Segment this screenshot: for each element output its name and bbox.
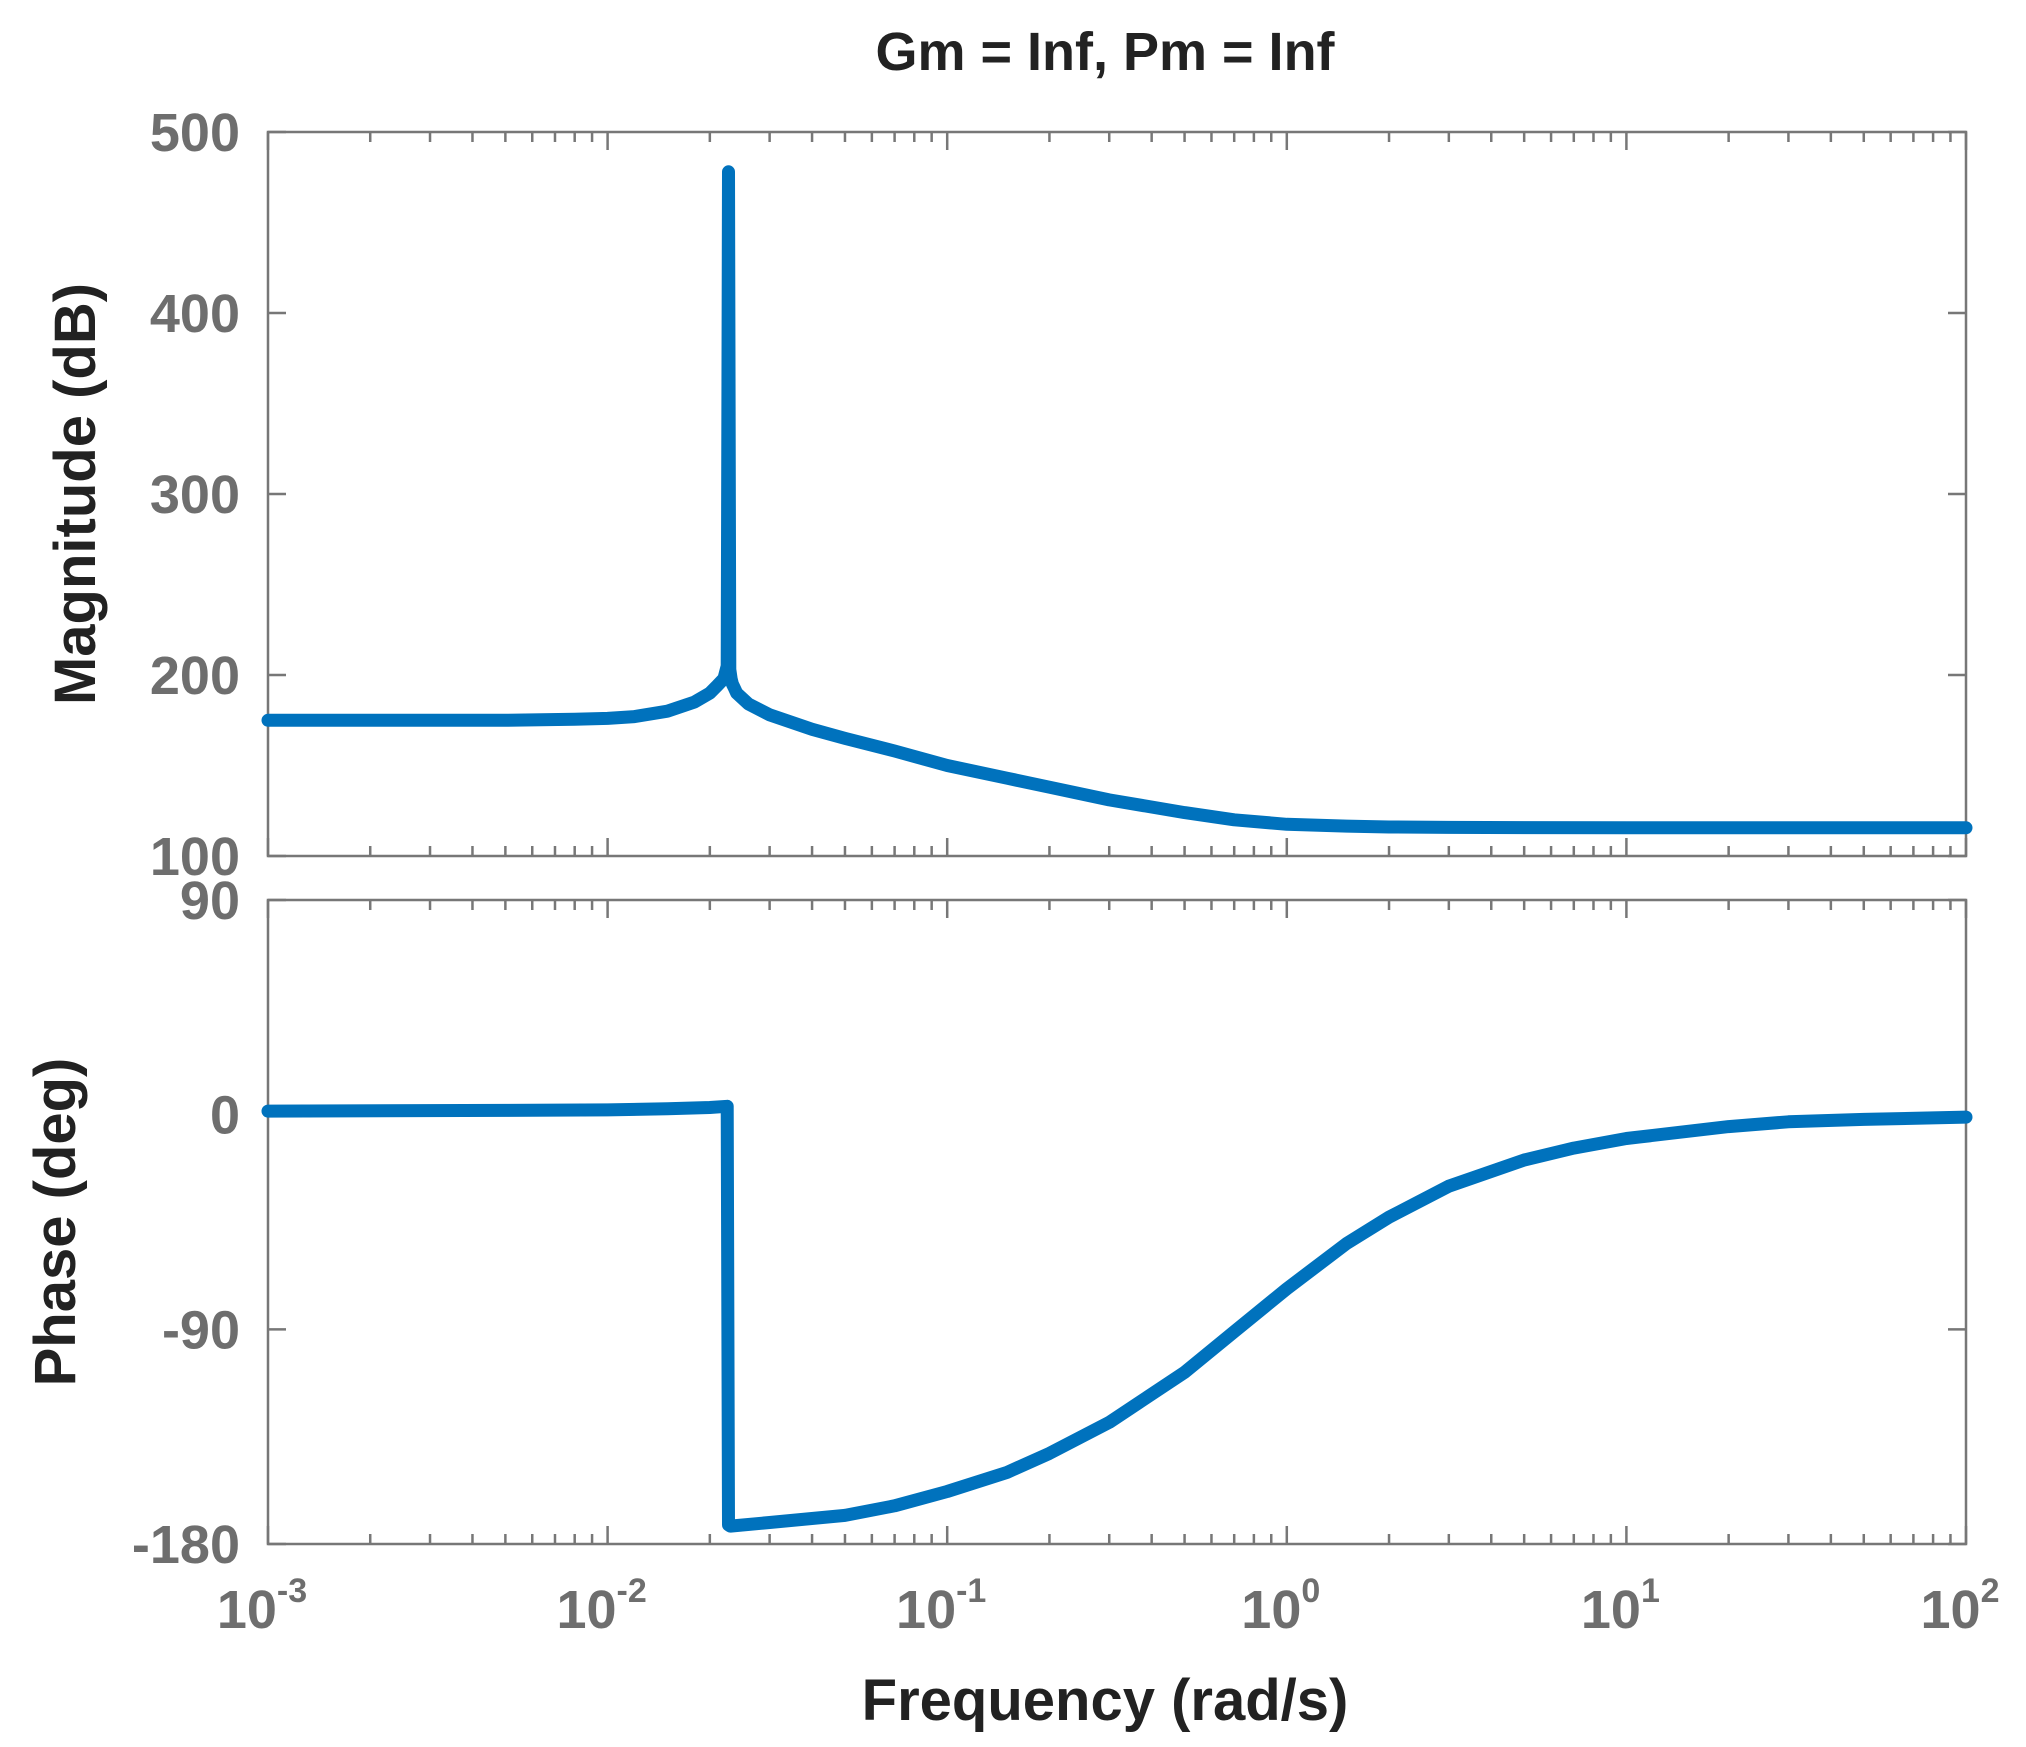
magnitude-y-tick-label: 300 <box>150 465 240 525</box>
x-tick-exponent: 1 <box>1641 1572 1660 1610</box>
phase-ticks <box>266 898 1968 1546</box>
x-tick-exponent: -3 <box>277 1572 307 1610</box>
magnitude-y-tick-label: 500 <box>150 103 240 163</box>
magnitude-y-tick-label: 100 <box>150 827 240 887</box>
x-tick-label: 100 <box>1241 1572 1320 1640</box>
magnitude-y-tick-label: 200 <box>150 646 240 706</box>
chart-title: Gm = Inf, Pm = Inf <box>875 22 1335 82</box>
magnitude-tick-labels: 100 200 300 400 500 <box>150 103 240 887</box>
magnitude-y-tick-label: 400 <box>150 284 240 344</box>
phase-y-tick-label: -90 <box>162 1300 240 1360</box>
x-tick-label: 101 <box>1581 1572 1660 1640</box>
phase-series <box>261 1099 1973 1533</box>
phase-y-tick-label: 0 <box>210 1086 240 1146</box>
magnitude-line <box>261 165 1973 835</box>
magnitude-axes-frame <box>266 130 1968 858</box>
magnitude-axis-label: Magnitude (dB) <box>43 283 108 705</box>
magnitude-ticks <box>266 130 1968 858</box>
phase-line <box>261 1099 1973 1533</box>
phase-axes-frame <box>266 898 1968 1546</box>
x-tick-exponent: -1 <box>956 1572 986 1610</box>
phase-tick-labels: -180 -90 0 90 <box>132 871 240 1575</box>
x-tick-label: 10-2 <box>556 1572 646 1640</box>
phase-y-tick-label: 90 <box>180 871 240 931</box>
x-tick-exponent: 2 <box>1981 1572 2000 1610</box>
x-tick-label: 102 <box>1921 1572 2000 1640</box>
x-tick-label: 10-1 <box>896 1572 986 1640</box>
frequency-tick-labels: 10-3 10-2 10-1 100 101 102 <box>217 1572 2000 1640</box>
x-tick-label: 10-3 <box>217 1572 307 1640</box>
x-tick-exponent: 0 <box>1301 1572 1320 1610</box>
magnitude-series <box>261 165 1973 835</box>
x-tick-exponent: -2 <box>617 1572 647 1610</box>
phase-axis-label: Phase (deg) <box>23 1058 88 1387</box>
phase-y-tick-label: -180 <box>132 1515 240 1575</box>
frequency-axis-label: Frequency (rad/s) <box>862 1668 1349 1733</box>
